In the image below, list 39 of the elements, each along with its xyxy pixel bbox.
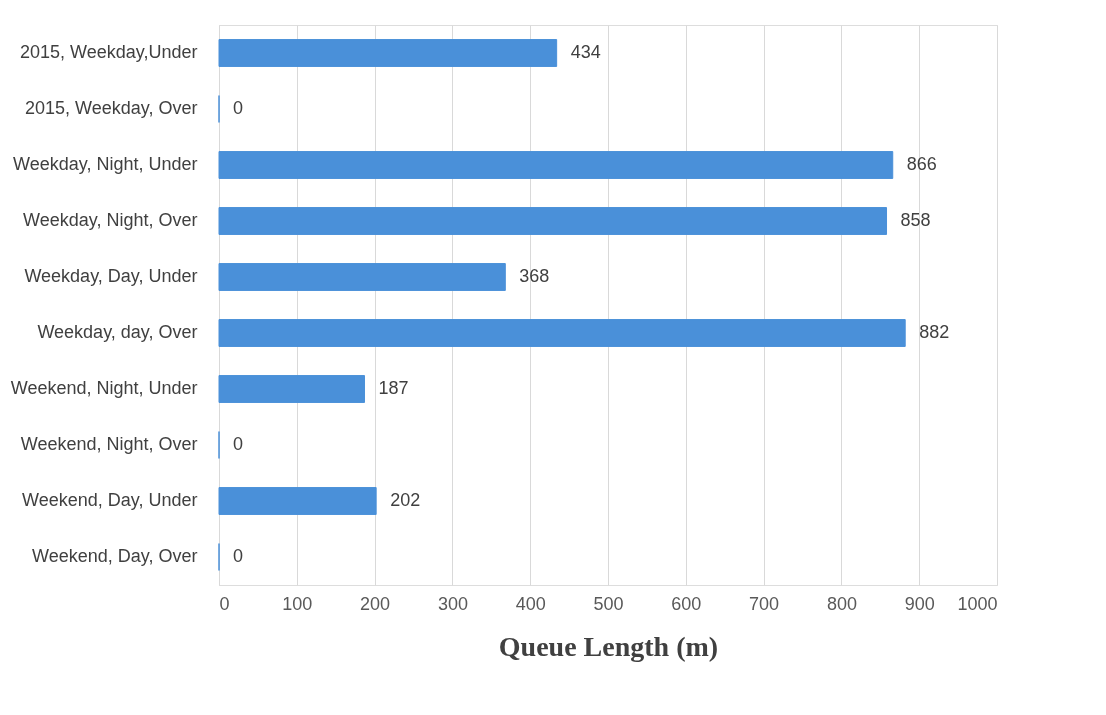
data-label: 0 [233,434,244,454]
x-tick-label: 600 [671,593,702,614]
x-tick-label: 0 [219,593,230,614]
y-tick-label: 2015, Weekday,Under [20,42,198,62]
data-label: 866 [906,154,937,174]
bar [218,263,506,291]
data-label: 187 [378,378,409,398]
bar [218,207,888,235]
data-label: 0 [233,546,244,566]
x-tick-label: 300 [437,593,468,614]
data-label: 858 [900,210,931,230]
y-tick-label: 2015, Weekday, Over [25,98,198,118]
data-label: 202 [390,490,421,510]
y-tick-label: Weekday, Night, Over [23,210,198,230]
x-tick-label: 500 [593,593,624,614]
data-label: 434 [570,42,601,62]
data-label: 882 [919,322,950,342]
x-tick-label: 700 [749,593,780,614]
y-tick-label: Weekend, Day, Over [32,546,198,566]
y-tick-label: Weekday, Night, Under [13,154,198,174]
y-tick-label: Weekend, Night, Under [10,378,198,398]
bar [218,319,906,347]
bar [218,151,894,179]
x-tick-label: 1000 [957,593,998,614]
data-label: 0 [233,98,244,118]
bar [218,487,377,515]
y-tick-label: Weekend, Night, Over [20,434,198,454]
y-tick-label: Weekend, Day, Under [22,490,198,510]
bar [218,375,365,403]
bar [218,39,558,67]
x-tick-label: 800 [826,593,857,614]
data-label: 368 [519,266,550,286]
x-tick-label: 100 [282,593,313,614]
x-tick-label: 900 [904,593,935,614]
y-tick-label: Weekday, Day, Under [24,266,198,286]
x-tick-label: 400 [515,593,546,614]
x-axis-title: Queue Length (m) [498,630,719,662]
x-tick-label: 200 [360,593,391,614]
y-tick-label: Weekday, day, Over [37,322,198,342]
